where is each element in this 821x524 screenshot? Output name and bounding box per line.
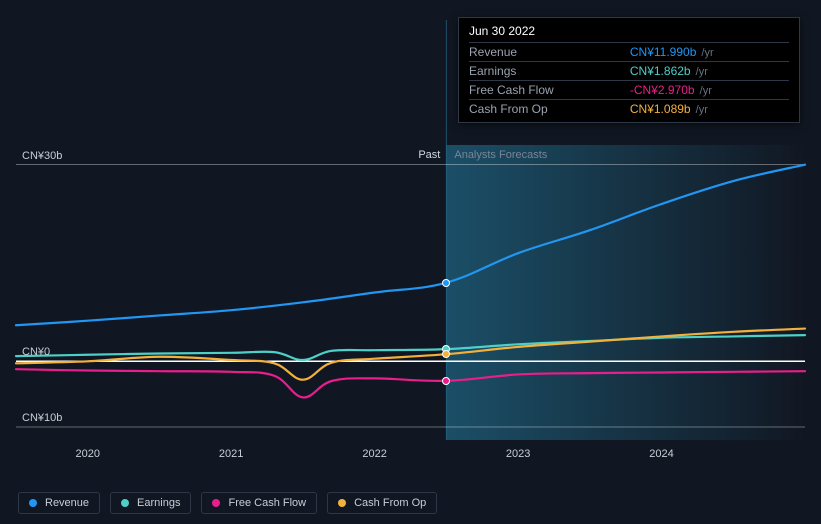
legend-dot-icon: [212, 499, 220, 507]
legend: Revenue Earnings Free Cash Flow Cash From O…: [18, 492, 437, 514]
legend-dot-icon: [338, 499, 346, 507]
series-marker-revenue: [442, 279, 450, 287]
legend-dot-icon: [121, 499, 129, 507]
tooltip-metric: Revenue: [469, 43, 630, 62]
x-tick-label: 2024: [649, 448, 673, 460]
legend-label: Earnings: [137, 497, 180, 509]
legend-item-earnings[interactable]: Earnings: [110, 492, 191, 514]
tooltip: Jun 30 2022 RevenueCN¥11.990b /yrEarning…: [458, 17, 800, 123]
x-tick-label: 2021: [219, 448, 243, 460]
tooltip-title: Jun 30 2022: [469, 24, 789, 38]
y-tick-label: CN¥30b: [22, 150, 62, 162]
forecast-label: Analysts Forecasts: [454, 149, 547, 161]
past-label: Past: [418, 149, 440, 161]
x-tick-label: 2023: [506, 448, 530, 460]
legend-label: Revenue: [45, 497, 89, 509]
series-marker-fcf: [442, 377, 450, 385]
tooltip-row: EarningsCN¥1.862b /yr: [469, 62, 789, 81]
tooltip-row: Free Cash Flow-CN¥2.970b /yr: [469, 81, 789, 100]
tooltip-value: CN¥11.990b /yr: [630, 43, 789, 62]
tooltip-value: CN¥1.862b /yr: [630, 62, 789, 81]
legend-item-cfo[interactable]: Cash From Op: [327, 492, 437, 514]
legend-item-revenue[interactable]: Revenue: [18, 492, 100, 514]
tooltip-row: Cash From OpCN¥1.089b /yr: [469, 100, 789, 119]
tooltip-table: RevenueCN¥11.990b /yrEarningsCN¥1.862b /…: [469, 42, 789, 118]
y-tick-label: CN¥0: [22, 346, 50, 358]
legend-dot-icon: [29, 499, 37, 507]
tooltip-metric: Free Cash Flow: [469, 81, 630, 100]
legend-label: Free Cash Flow: [228, 497, 306, 509]
tooltip-row: RevenueCN¥11.990b /yr: [469, 43, 789, 62]
tooltip-value: CN¥1.089b /yr: [630, 100, 789, 119]
x-tick-label: 2020: [75, 448, 99, 460]
x-tick-label: 2022: [362, 448, 386, 460]
tooltip-metric: Earnings: [469, 62, 630, 81]
y-tick-label: CN¥10b: [22, 412, 62, 424]
tooltip-metric: Cash From Op: [469, 100, 630, 119]
legend-item-fcf[interactable]: Free Cash Flow: [201, 492, 317, 514]
financials-chart: CN¥30b CN¥0 CN¥10b 2020 2021 2022 2023 2…: [0, 0, 821, 524]
tooltip-value: -CN¥2.970b /yr: [630, 81, 789, 100]
legend-label: Cash From Op: [354, 497, 426, 509]
series-marker-cfo: [442, 350, 450, 358]
